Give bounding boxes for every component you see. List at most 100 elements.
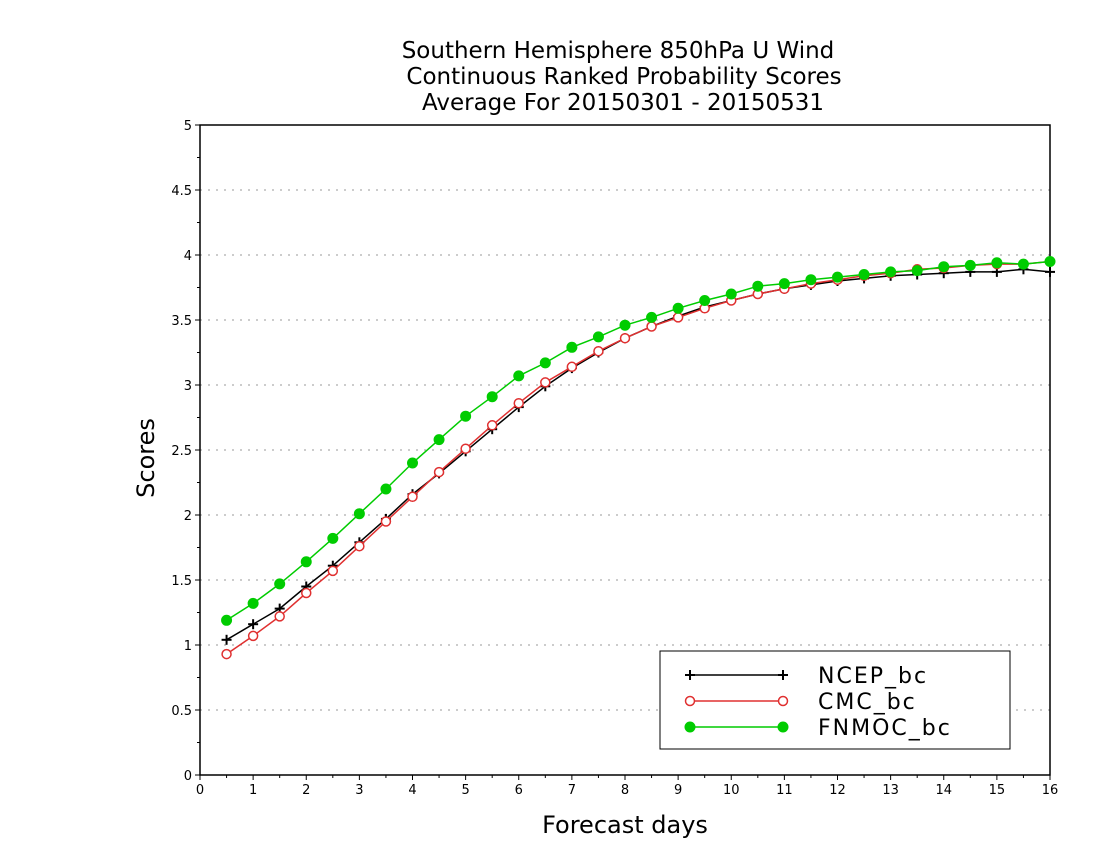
- data-point-fnmoc-bc: [1044, 256, 1056, 267]
- x-tick-label: 11: [776, 783, 793, 798]
- data-point-cmc-bc: [593, 345, 604, 357]
- data-point-fnmoc-bc: [486, 391, 498, 403]
- data-point-fnmoc-bc: [566, 341, 578, 353]
- data-point-fnmoc-bc: [938, 261, 950, 273]
- x-tick-label: 6: [515, 783, 523, 798]
- y-tick-label: 5: [184, 119, 192, 134]
- data-point-fnmoc-bc: [858, 269, 870, 280]
- data-point-fnmoc-bc: [460, 410, 472, 422]
- data-point-fnmoc-bc: [991, 257, 1003, 269]
- legend-entry-fnmoc-bc: FNMOC_bc: [684, 716, 952, 741]
- legend-label-fnmoc-bc: FNMOC_bc: [818, 716, 952, 741]
- data-point-ncep-bc: [1045, 266, 1055, 277]
- y-tick-label: 1: [184, 639, 192, 654]
- y-tick-label: 0.5: [171, 704, 192, 719]
- data-point-fnmoc-bc: [247, 597, 259, 609]
- data-point-cmc-bc: [380, 516, 392, 527]
- data-point-cmc-bc: [460, 443, 471, 454]
- data-point-fnmoc-bc: [885, 266, 897, 278]
- data-point-fnmoc-bc: [646, 311, 658, 323]
- data-point-fnmoc-bc: [221, 614, 233, 626]
- x-tick-label: 2: [302, 783, 310, 798]
- chart-title-line-2: Continuous Ranked Probability Scores: [406, 64, 841, 90]
- legend-marker: [777, 721, 789, 733]
- legend-box: [659, 650, 1011, 750]
- data-point-cmc-bc: [540, 377, 551, 388]
- data-point-fnmoc-bc: [380, 483, 392, 495]
- data-point-cmc-bc: [274, 611, 285, 622]
- y-tick-label: 3.5: [171, 314, 192, 329]
- data-point-cmc-bc: [566, 361, 578, 373]
- data-point-fnmoc-bc: [327, 532, 339, 544]
- x-tick-label: 9: [674, 783, 682, 798]
- y-tick-label: 4: [184, 249, 192, 264]
- series: [221, 256, 1056, 660]
- data-point-fnmoc-bc: [592, 331, 604, 343]
- data-point-fnmoc-bc: [699, 295, 711, 306]
- y-tick-label: 3: [184, 379, 192, 394]
- x-tick-label: 1: [249, 783, 257, 798]
- chart-title: Southern Hemisphere 850hPa U Wind Contin…: [402, 38, 842, 116]
- data-point-cmc-bc: [354, 540, 365, 552]
- x-tick-label: 5: [461, 783, 469, 798]
- y-axis-label: Scores: [132, 418, 160, 498]
- data-point-fnmoc-bc: [752, 280, 764, 292]
- x-axis-label: Forecast days: [542, 811, 708, 839]
- chart-title-line-3: Average For 20150301 - 20150531: [422, 90, 824, 116]
- data-point-fnmoc-bc: [619, 319, 631, 331]
- legend-marker: [685, 670, 695, 680]
- data-point-fnmoc-bc: [274, 578, 286, 590]
- legend-entry-ncep-bc: NCEP_bc: [685, 664, 928, 689]
- x-tick-label: 8: [621, 783, 629, 798]
- data-point-fnmoc-bc: [964, 259, 976, 271]
- data-point-fnmoc-bc: [778, 278, 790, 290]
- legend-entry-cmc-bc: CMC_bc: [684, 690, 917, 715]
- x-tick-label: 0: [196, 783, 204, 798]
- data-point-cmc-bc: [513, 397, 524, 409]
- data-point-cmc-bc: [433, 466, 445, 478]
- data-point-fnmoc-bc: [911, 265, 923, 277]
- x-tick-label: 14: [935, 783, 952, 798]
- data-point-cmc-bc: [407, 491, 418, 503]
- data-point-ncep-bc: [221, 634, 232, 645]
- y-tick-label: 4.5: [171, 184, 192, 199]
- legend-marker: [684, 721, 696, 733]
- data-point-cmc-bc: [672, 312, 684, 323]
- x-tick-label: 16: [1042, 783, 1059, 798]
- x-tick-label: 12: [829, 783, 846, 798]
- data-point-cmc-bc: [301, 587, 312, 599]
- data-point-cmc-bc: [646, 321, 657, 332]
- data-point-fnmoc-bc: [832, 271, 843, 283]
- y-tick-label: 1.5: [171, 574, 192, 589]
- data-point-cmc-bc: [247, 630, 259, 642]
- y-tick-label: 0: [184, 769, 192, 784]
- x-tick-label: 4: [408, 783, 416, 798]
- legend-label-cmc-bc: CMC_bc: [818, 690, 917, 715]
- data-point-ncep-bc: [248, 619, 259, 630]
- legend-label-ncep-bc: NCEP_bc: [818, 664, 928, 689]
- data-point-fnmoc-bc: [1017, 258, 1029, 270]
- x-tick-label: 13: [882, 783, 899, 798]
- data-point-fnmoc-bc: [433, 434, 445, 446]
- y-tick-label: 2: [184, 509, 192, 524]
- gridlines: [200, 189, 1050, 711]
- data-point-fnmoc-bc: [539, 357, 551, 369]
- x-tick-label: 15: [989, 783, 1006, 798]
- data-point-cmc-bc: [486, 420, 498, 431]
- y-tick-label: 2.5: [171, 444, 192, 459]
- data-point-fnmoc-bc: [672, 302, 684, 314]
- data-point-fnmoc-bc: [513, 370, 525, 382]
- series-fnmoc-bc: [221, 256, 1056, 626]
- legend-marker: [777, 695, 789, 707]
- chart-title-line-1: Southern Hemisphere 850hPa U Wind: [402, 38, 835, 64]
- series-line-fnmoc-bc: [226, 260, 1051, 621]
- x-tick-label: 10: [723, 783, 740, 798]
- data-point-cmc-bc: [327, 565, 339, 577]
- x-tick-label: 7: [568, 783, 576, 798]
- x-tick-label: 3: [355, 783, 363, 798]
- axes: 0 1 2 3 4 5 6 7 8 9 10 11 12 13 14 15 1600.511.522.533.5…: [171, 119, 1058, 798]
- data-point-cmc-bc: [221, 648, 232, 660]
- series-line-cmc-bc: [226, 260, 1051, 655]
- data-point-fnmoc-bc: [805, 274, 817, 286]
